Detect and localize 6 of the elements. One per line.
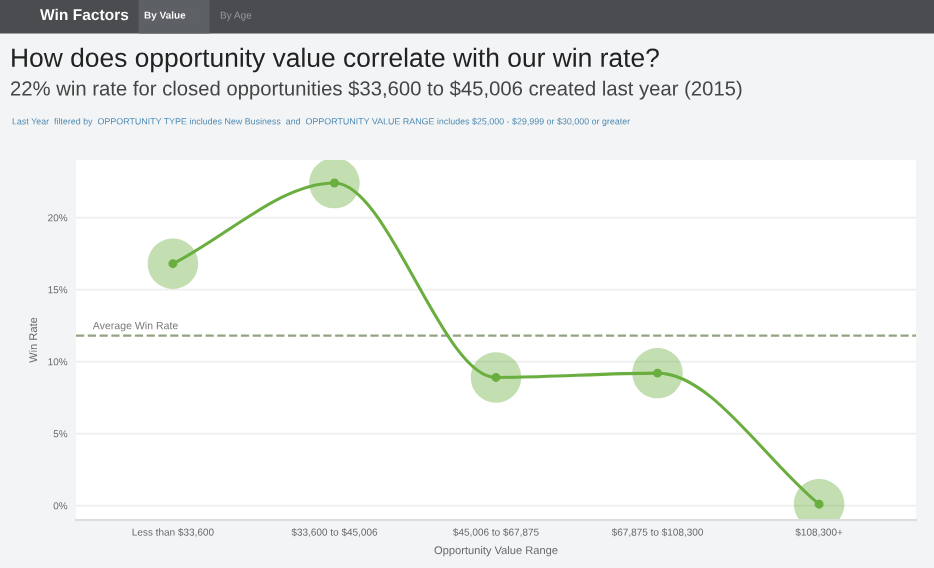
chart-subtitle: 22% win rate for closed opportunities $33,600 to $45,006 created last year (2015) [11, 80, 742, 100]
point [309, 160, 360, 209]
point [147, 238, 199, 289]
chart-title: How does opportunity value correlate with our win rate? [12, 47, 659, 73]
point [632, 347, 683, 399]
point [470, 352, 522, 403]
